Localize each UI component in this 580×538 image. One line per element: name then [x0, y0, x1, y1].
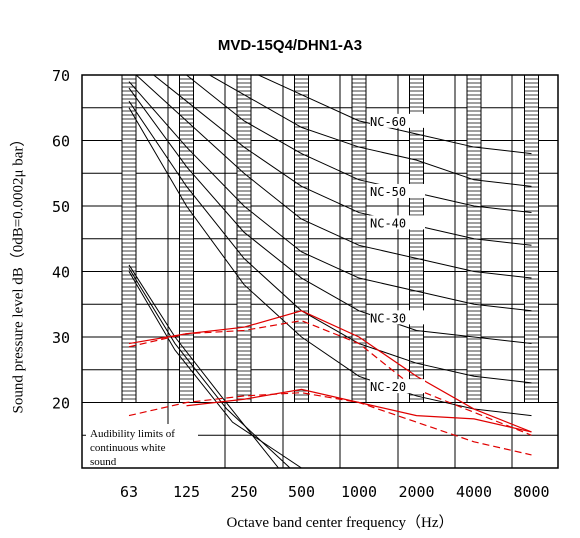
x-tick-label: 63: [120, 483, 138, 501]
band-column-1000: [351, 74, 367, 403]
audibility-curve: [128, 264, 279, 468]
svg-text:NC-60: NC-60: [370, 115, 406, 129]
measured-series-2: [128, 320, 532, 436]
nc-curve-layer: [128, 75, 532, 468]
audibility-curve: [128, 271, 302, 468]
nc-curve-NC-25: [128, 100, 532, 384]
band-column-8000: [524, 74, 539, 403]
measured-series-4: [128, 392, 532, 456]
nc-label-NC-60: NC-60: [370, 113, 425, 129]
nc-curve-NC-20: [128, 107, 532, 417]
nc-curve-NC-40: [135, 75, 532, 279]
nc-curve-NC-50: [185, 75, 532, 214]
y-tick-label: 60: [52, 133, 70, 151]
x-axis-label: Octave band center frequency（Hz）: [226, 515, 454, 531]
audibility-annotation-box: [86, 424, 198, 468]
nc-curve-NC-35: [128, 81, 532, 312]
plot-frame: [81, 74, 559, 469]
nc-label-NC-50: NC-50: [370, 183, 425, 199]
nc-curve-NC-30: [128, 87, 532, 345]
label-layer: NC-60 NC-50 NC-40 NC-30 NC-20 20 30 40 50 60 70 63 1…: [52, 67, 550, 501]
audibility-annotation-line-1: Audibility limits of: [90, 428, 175, 440]
x-tick-label: 2000: [398, 483, 434, 501]
nc-curve-NC-45: [152, 75, 532, 246]
nc-label-NC-30: NC-30: [370, 310, 425, 325]
band-column-63: [121, 74, 137, 403]
audibility-curve: [128, 267, 291, 468]
nc-label-NC-20: NC-20: [370, 379, 425, 394]
x-tick-label: 125: [173, 483, 200, 501]
svg-text:NC-30: NC-30: [370, 311, 406, 325]
audibility-annotation-line-2: continuous white: [90, 442, 166, 454]
band-column-125: [179, 74, 194, 403]
nc-label-NC-40: NC-40: [370, 215, 425, 230]
svg-text:NC-20: NC-20: [370, 380, 406, 394]
x-tick-label: 500: [288, 483, 315, 501]
svg-text:NC-40: NC-40: [370, 216, 406, 230]
svg-text:NC-50: NC-50: [370, 185, 406, 199]
y-tick-label: 30: [52, 329, 70, 347]
y-tick-label: 40: [52, 264, 70, 282]
nc-curve-NC-60: [257, 75, 532, 155]
nc-curve-NC-55: [208, 75, 532, 187]
audibility-annotation-line-3: sound: [90, 456, 117, 468]
y-tick-label: 20: [52, 395, 70, 413]
frequency-band-columns: [121, 74, 539, 403]
y-tick-label: 70: [52, 67, 70, 85]
chart-title: MVD-15Q4/DHN1-A3: [217, 37, 363, 54]
x-tick-label: 250: [230, 483, 257, 501]
y-tick-label: 50: [52, 198, 70, 216]
x-tick-label: 8000: [513, 483, 549, 501]
x-tick-label: 4000: [456, 483, 492, 501]
x-tick-label: 1000: [341, 483, 377, 501]
measured-series-layer: [128, 310, 532, 456]
